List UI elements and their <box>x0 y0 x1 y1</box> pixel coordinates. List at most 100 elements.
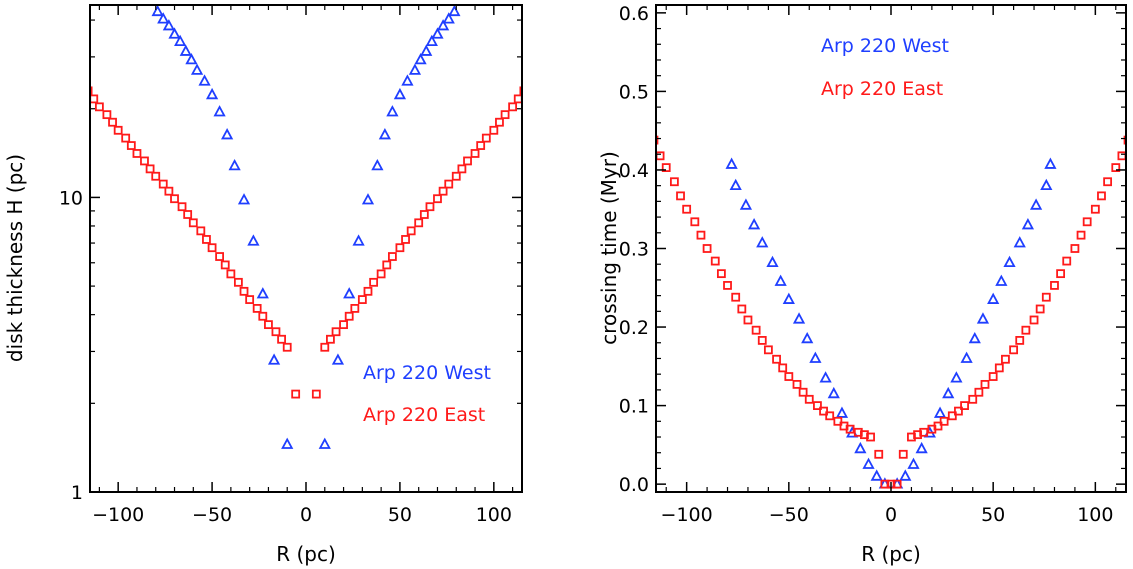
data-point-east <box>792 379 802 389</box>
data-point-east <box>207 243 217 253</box>
data-point-east <box>702 244 712 253</box>
data-point-west <box>835 406 849 418</box>
data-point-west <box>801 331 814 344</box>
legend-entry-west: Arp 220 West <box>821 35 949 57</box>
x-tick-label: 50 <box>981 504 1005 526</box>
crossing-time-markers <box>656 135 1126 489</box>
crossing-time-legend: Arp 220 West Arp 220 East <box>821 35 949 100</box>
data-point-east <box>1029 315 1039 325</box>
data-point-west <box>766 255 779 268</box>
data-point-east <box>158 179 168 189</box>
data-point-east <box>696 230 706 240</box>
data-point-east <box>419 210 429 219</box>
data-point-west <box>774 274 787 286</box>
data-point-east <box>994 363 1004 373</box>
data-point-east <box>239 286 249 296</box>
data-point-east <box>804 394 814 404</box>
data-point-east <box>682 204 692 214</box>
y-tick-label: 0.2 <box>619 317 649 339</box>
data-point-west <box>179 44 192 56</box>
data-point-east <box>874 449 884 459</box>
data-point-west <box>256 287 269 299</box>
data-point-east <box>1103 177 1113 187</box>
data-point-east <box>291 389 301 399</box>
data-point-east <box>892 479 902 489</box>
crossing-time-x-axis-title: R (pc) <box>861 542 921 566</box>
data-point-west <box>933 406 947 418</box>
legend-entry-west: Arp 220 West <box>363 362 491 384</box>
data-point-west <box>899 469 912 481</box>
data-point-west <box>431 27 444 39</box>
disk-thickness-y-axis-title: disk thickness H (pc) <box>3 154 27 362</box>
data-point-west <box>1029 198 1043 210</box>
data-point-west <box>343 287 356 299</box>
data-point-east <box>438 186 448 196</box>
data-point-west <box>190 63 204 75</box>
data-point-east <box>960 401 969 410</box>
data-point-east <box>1015 336 1025 345</box>
crossing-time-ticks <box>656 5 1126 492</box>
data-point-east <box>226 269 236 279</box>
data-point-west <box>393 87 407 100</box>
data-point-east <box>813 401 822 410</box>
data-point-west <box>213 105 226 117</box>
data-point-west <box>1021 218 1035 230</box>
data-point-west <box>157 12 170 24</box>
data-point-east <box>350 304 360 313</box>
data-point-east <box>939 416 949 426</box>
data-point-east <box>954 406 963 416</box>
data-point-east <box>444 179 454 189</box>
legend-entry-east: Arp 220 East <box>821 78 943 100</box>
data-point-west <box>425 34 438 47</box>
data-point-east <box>898 449 908 459</box>
data-point-east <box>833 416 843 426</box>
data-point-west <box>792 312 806 324</box>
data-point-east <box>1035 304 1045 314</box>
data-point-west <box>361 193 375 205</box>
data-point-east <box>772 354 781 364</box>
data-point-west <box>942 386 955 399</box>
data-point-east <box>425 202 435 212</box>
data-point-east <box>1090 204 1100 214</box>
data-point-east <box>414 218 424 228</box>
data-point-east <box>968 394 978 404</box>
data-point-west <box>950 371 963 383</box>
data-point-east <box>401 235 410 244</box>
data-point-west <box>420 44 433 56</box>
y-tick-label: 1 <box>71 482 83 504</box>
data-point-east <box>245 295 255 304</box>
data-point-east <box>519 86 522 96</box>
data-point-west <box>915 441 928 454</box>
x-tick-label: 100 <box>1077 504 1113 526</box>
data-point-east <box>264 320 273 330</box>
data-point-east <box>980 379 990 389</box>
data-point-east <box>947 411 957 421</box>
data-point-west <box>960 351 973 363</box>
data-point-east <box>1082 217 1092 227</box>
data-point-west <box>237 193 251 205</box>
data-point-east <box>363 286 373 296</box>
data-point-west <box>185 53 198 65</box>
data-point-east <box>757 336 767 345</box>
data-point-east <box>751 325 761 335</box>
x-tick-label: −50 <box>192 504 232 526</box>
disk-thickness-legend: Arp 220 West Arp 220 East <box>363 362 491 426</box>
data-point-east <box>215 252 225 261</box>
data-point-east <box>387 252 397 261</box>
data-point-east <box>177 202 187 212</box>
data-point-west <box>862 457 875 469</box>
data-point-east <box>1009 345 1019 355</box>
data-point-west <box>747 218 761 230</box>
data-point-west <box>729 178 742 191</box>
data-point-east <box>282 342 292 352</box>
data-point-east <box>825 411 835 421</box>
data-point-west <box>442 12 455 24</box>
y-tick-label: 0.0 <box>619 474 649 496</box>
crossing-time-y-axis-title: crossing time (Myr) <box>597 151 621 345</box>
x-tick-label: −50 <box>769 504 809 526</box>
y-tick-label: 0.4 <box>619 160 649 182</box>
data-point-east <box>320 342 330 352</box>
data-point-east <box>710 256 720 266</box>
data-point-west <box>907 457 920 469</box>
